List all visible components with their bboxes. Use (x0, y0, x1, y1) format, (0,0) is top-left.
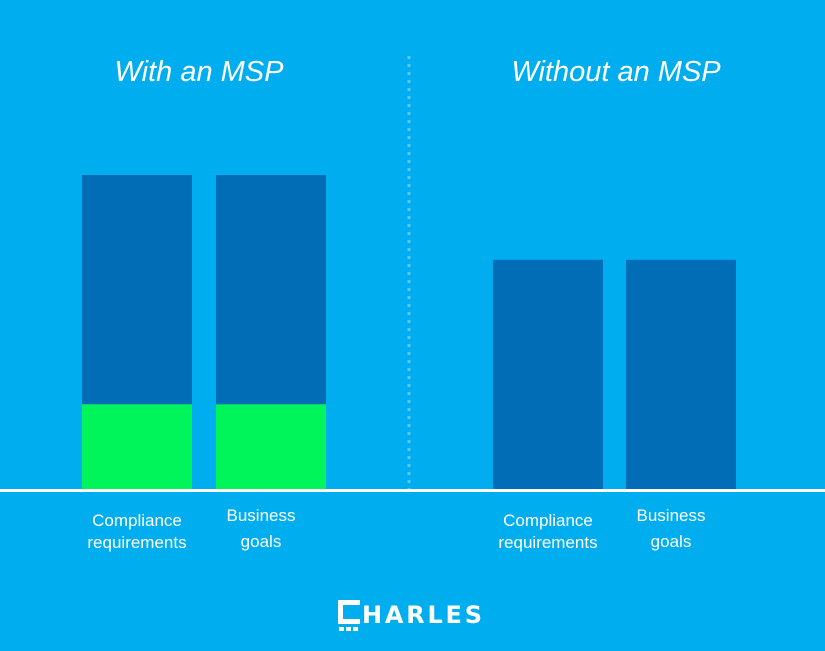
panel-title-without-msp: Without an MSP (511, 56, 721, 88)
bar-panel0-cat0-series1 (82, 175, 192, 405)
category-label: Business goals (227, 506, 296, 551)
panel-title-with-msp: With an MSP (115, 56, 285, 88)
bar-panel1-cat1-series0 (626, 259, 736, 489)
bar-panel0-cat0-series0 (82, 404, 192, 489)
logo-c-mark (338, 600, 360, 624)
category-label: Compliance requirements (87, 511, 186, 552)
bar-panel0-cat1-series0 (216, 404, 326, 489)
logo-text: HARLES (362, 601, 482, 629)
bar-panel1-cat0-series0 (493, 259, 603, 489)
charles-logo: HARLES (338, 600, 482, 631)
baseline (0, 489, 825, 492)
category-label: Compliance requirements (498, 511, 597, 552)
category-label: Business goals (637, 506, 706, 551)
bar-panel0-cat1-series1 (216, 175, 326, 405)
